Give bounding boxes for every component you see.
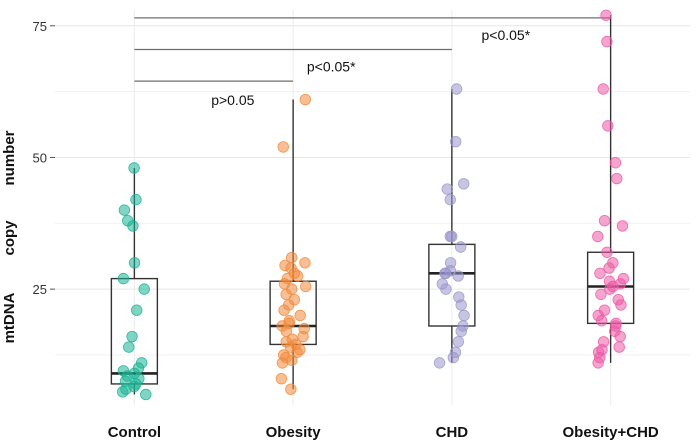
data-point — [126, 330, 138, 343]
data-point — [454, 241, 467, 253]
data-point — [440, 283, 452, 295]
x-category-label: Control — [108, 424, 161, 441]
data-point — [452, 270, 464, 282]
x-category-label: Obesity+CHD — [562, 424, 658, 441]
y-tick-label: 50 — [33, 150, 47, 165]
data-point — [275, 372, 288, 385]
significance-annotations: p>0.05 p<0.05* p<0.05* — [134, 17, 611, 108]
data-point — [294, 309, 306, 322]
data-point — [592, 230, 604, 243]
x-category-label: Obesity — [266, 424, 322, 441]
y-tick-label: 75 — [33, 19, 47, 34]
data-point — [602, 120, 614, 132]
data-point — [118, 204, 131, 216]
data-point — [130, 193, 142, 206]
data-point — [299, 93, 312, 106]
data-point — [138, 283, 150, 295]
data-point — [595, 288, 607, 301]
data-point — [128, 162, 140, 174]
data-point — [455, 299, 467, 311]
data-point — [123, 341, 135, 353]
data-point — [276, 357, 289, 369]
data-point — [611, 172, 623, 185]
data-point — [300, 280, 312, 293]
data-point — [130, 304, 143, 316]
x-category-label: CHD — [436, 424, 469, 441]
data-point — [116, 386, 129, 398]
data-point — [439, 267, 451, 280]
box-iqr — [428, 243, 476, 327]
data-point — [291, 346, 303, 359]
data-point — [277, 141, 289, 153]
y-axis-label-copy: copy — [1, 220, 18, 256]
data-point — [598, 214, 611, 227]
data-point — [595, 315, 608, 327]
data-point — [444, 230, 456, 243]
data-point — [117, 272, 130, 285]
data-point — [458, 178, 470, 190]
data-point — [450, 83, 463, 95]
data-point — [127, 220, 139, 232]
data-point — [291, 270, 304, 282]
data-point — [614, 330, 626, 343]
y-axis-label-number: number — [1, 130, 18, 185]
data-point — [285, 383, 297, 395]
data-point — [455, 325, 467, 337]
data-point — [601, 246, 613, 258]
data-point — [594, 267, 606, 280]
data-point — [601, 35, 613, 48]
data-point — [447, 351, 459, 364]
y-tick-label: 25 — [33, 282, 47, 297]
data-point — [297, 330, 309, 343]
y-axis-label-mtdna: mtDNA — [1, 292, 18, 343]
data-point — [128, 257, 141, 269]
data-point — [592, 357, 604, 369]
data-point — [603, 262, 615, 274]
data-points — [116, 9, 630, 401]
data-point — [600, 9, 612, 21]
data-point — [615, 299, 627, 311]
data-point — [616, 220, 629, 232]
data-point — [278, 304, 290, 316]
significance-label: p>0.05 — [211, 92, 254, 108]
data-point — [433, 357, 446, 369]
data-point — [449, 135, 462, 148]
data-point — [458, 309, 470, 322]
data-point — [441, 183, 454, 195]
data-point — [280, 288, 292, 301]
data-point — [140, 388, 152, 401]
data-point — [613, 341, 625, 353]
data-point — [299, 257, 311, 269]
data-point — [609, 157, 622, 169]
data-point — [597, 83, 609, 95]
axes: 25 50 75 mtDNA copy number Control Obesity CHD Ob… — [1, 19, 659, 441]
data-point — [452, 336, 465, 348]
data-point — [286, 354, 298, 366]
data-point — [444, 193, 456, 206]
grid — [55, 10, 690, 405]
significance-label: p<0.05* — [307, 59, 356, 75]
data-point — [604, 283, 616, 295]
significance-label: p<0.05* — [482, 27, 531, 43]
boxplots — [110, 15, 635, 395]
